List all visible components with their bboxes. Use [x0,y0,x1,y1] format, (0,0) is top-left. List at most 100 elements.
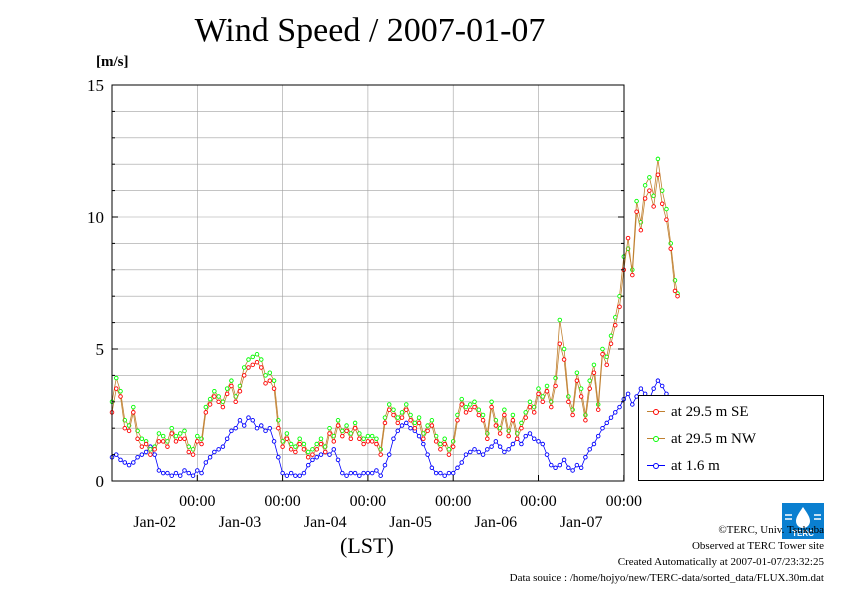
data-point-nw [314,441,319,447]
data-point-low [216,447,221,452]
data-point-se [595,407,601,412]
y-tick-label: 5 [96,340,105,359]
data-point-se [335,423,341,428]
data-point-se [310,452,315,457]
data-point-se [118,394,123,399]
data-point-se [220,404,226,410]
data-point-se [446,452,452,457]
data-point-nw [139,436,145,442]
data-point-se [591,370,597,376]
data-point-low [463,452,469,457]
data-point-nw [587,378,592,383]
data-point-low [186,470,192,476]
data-point-nw [442,436,447,442]
data-point-low [182,468,187,473]
data-point-nw [459,396,464,402]
data-point-nw [536,386,541,391]
data-point-nw [169,425,174,431]
data-point-nw [391,407,396,412]
data-point-low [301,470,307,476]
data-point-se [672,288,678,294]
data-point-se [472,404,477,410]
credits-block: ©TERC, Univ. Tsukuba Observed at TERC To… [510,522,824,586]
data-point-se [122,425,128,431]
legend-label-se: at 29.5 m SE [671,403,749,420]
data-point-nw [438,441,443,447]
data-point-low [566,465,571,471]
data-point-low [143,449,149,455]
data-point-low [416,433,422,439]
legend-swatch-se [647,402,665,422]
data-point-low [613,410,618,415]
data-point-low [476,449,482,455]
data-point-low [139,452,145,457]
data-point-se [327,431,332,436]
data-point-nw [655,156,661,162]
data-point-nw [305,449,311,455]
data-point-low [314,454,319,460]
data-point-se [531,410,537,415]
data-point-low [365,470,371,476]
data-point-se [429,423,435,428]
data-point-nw [634,198,639,204]
data-point-se [156,439,162,444]
data-point-se [510,418,516,423]
data-point-low [203,460,209,465]
data-point-nw [318,436,324,442]
data-point-se [323,449,328,455]
data-point-nw [284,431,290,436]
data-point-low [595,433,601,439]
data-point-nw [271,378,277,383]
data-point-low [305,462,311,468]
data-point-se [293,449,298,455]
data-point-se [378,452,383,457]
data-point-low [421,441,426,447]
y-axis-unit: [m/s] [96,54,129,70]
data-point-se [177,436,183,442]
data-point-low [135,454,140,460]
data-point-se [587,386,592,391]
data-point-low [527,431,533,436]
data-point-se [263,381,268,386]
data-point-se [489,404,494,410]
data-point-nw [297,436,302,442]
data-point-low [531,436,537,442]
data-point-se [519,425,524,431]
data-point-nw [229,378,234,383]
data-point-se [173,439,179,444]
data-point-nw [224,386,230,391]
data-point-se [224,391,230,397]
data-point-nw [250,354,255,360]
data-point-low [361,470,366,476]
data-point-low [310,457,315,463]
data-point-se [135,436,140,442]
data-point-nw [425,423,430,428]
data-point-se [613,322,618,328]
data-point-low [224,436,230,442]
data-point-nw [207,396,213,402]
data-point-nw [416,415,422,420]
data-point-se [199,441,204,447]
data-point-nw [131,404,136,410]
data-point-se [203,410,209,415]
x-tick-time-label: 00:00 [435,493,471,510]
data-point-low [459,460,464,465]
data-point-se [280,444,285,449]
data-point-low [271,439,277,444]
data-point-se [561,357,567,362]
data-point-low [250,418,255,423]
data-point-se [250,362,255,368]
credit-observed: Observed at TERC Tower site [691,540,824,552]
data-point-se [237,388,243,394]
data-point-low [233,425,238,431]
data-point-nw [591,362,597,368]
data-point-se [570,412,575,418]
legend: at 29.5 m SE at 29.5 m NW at 1.6 m [638,395,824,481]
data-point-se [604,362,609,368]
data-point-low [190,473,196,478]
data-point-nw [327,425,332,431]
data-point-nw [259,357,264,362]
data-point-low [344,473,349,478]
data-point-se [352,425,358,431]
